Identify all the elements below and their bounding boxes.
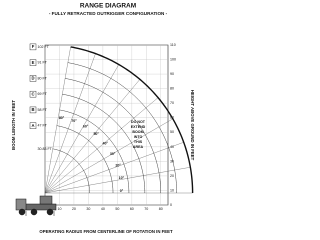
x-tick-label: 80: [159, 207, 163, 211]
angle-line: [44, 167, 191, 194]
boom-arc: [70, 46, 194, 194]
subtitle: - FULLY RETRACTED OUTRIGGER CONFIGURATIO…: [49, 11, 168, 16]
boom-letter: C: [31, 91, 34, 96]
y-tick-label: 20: [170, 174, 174, 178]
angle-line: [44, 142, 184, 194]
x-tick-label: 50: [115, 207, 119, 211]
angle-label: 10°: [119, 176, 125, 180]
boom-letter: E: [32, 60, 35, 65]
left-axis-label: BOOM LENGTH IN FEET: [11, 100, 16, 150]
boom-length-label: 30.83 FT: [38, 147, 53, 151]
angle-label: 80°: [59, 116, 65, 120]
boom-letter-box: [29, 90, 37, 98]
title: RANGE DIAGRAM: [80, 3, 136, 10]
y-tick-label: 70: [170, 101, 174, 105]
y-tick-label: 90: [170, 72, 174, 76]
boom-letter: A: [31, 123, 34, 128]
boom-arc: [52, 148, 90, 193]
bottom-axis-label: OPERATING RADIUS FROM CENTERLINE OF ROTA…: [39, 229, 173, 234]
angle-label: 20°: [115, 164, 121, 168]
y-tick-label: 100: [170, 57, 176, 61]
boom-letter-box: [29, 75, 37, 82]
y-tick-label: 50: [170, 130, 174, 134]
boom-length-label: 91 FT: [38, 61, 48, 65]
y-tick-label: 0: [170, 203, 172, 207]
boom-length-label: 58 FT: [38, 108, 48, 112]
y-tick-label: 10: [170, 188, 174, 192]
boom-arc: [59, 109, 130, 194]
angle-label: 70°: [71, 119, 77, 123]
angle-line: [44, 97, 159, 194]
boom-length-label: 102 FT: [38, 45, 50, 49]
boom-letter-box: [29, 106, 37, 114]
angle-label: 0°: [120, 189, 124, 193]
boom-letter: F: [32, 44, 35, 49]
y-tick-label: 40: [170, 145, 174, 149]
angle-line: [44, 46, 71, 194]
right-axis-label: HEIGHT ABOVE GROUND IN FEET: [190, 90, 195, 161]
warning-text: INTO: [134, 135, 143, 139]
x-tick-label: 20: [72, 207, 76, 211]
angle-label: 60°: [83, 125, 89, 129]
warning-text: DO NOT: [131, 120, 146, 124]
boom-letter-box: [29, 59, 37, 66]
angle-line: [44, 53, 96, 194]
boom-letter: D: [31, 76, 34, 81]
boom-arc: [56, 125, 114, 194]
boom-arc: [65, 78, 161, 194]
angle-label: 30°: [110, 152, 116, 156]
angle-line: [44, 64, 119, 194]
range-diagram: RANGE DIAGRAM - FULLY RETRACTED OUTRIGGE…: [11, 3, 195, 234]
boom-length-label: 47 FT: [38, 124, 48, 128]
warning-text: AREA: [133, 145, 144, 149]
x-tick-label: 10: [57, 207, 61, 211]
boom-arc: [62, 93, 146, 194]
boom-arc: [67, 62, 177, 194]
crane-truck: [15, 195, 57, 216]
x-tick-label: 30: [86, 207, 90, 211]
x-tick-label: 70: [144, 207, 148, 211]
x-tick-label: 60: [130, 207, 134, 211]
warning-text: EXTEND: [131, 125, 146, 129]
angle-label: 40°: [103, 141, 109, 145]
boom-length-label: 80 FT: [38, 76, 48, 80]
warning-text: BOOM: [132, 130, 143, 134]
boom-letter-box: [29, 122, 37, 129]
angle-line: [44, 79, 141, 194]
warning-text: THIS: [134, 140, 143, 144]
y-tick-label: 80: [170, 87, 174, 91]
boom-length-label: 69 FT: [38, 92, 48, 96]
angle-label: 50°: [93, 132, 99, 136]
y-tick-label: 110: [170, 43, 176, 47]
x-tick-label: 40: [101, 207, 105, 211]
y-tick-label: 30: [170, 159, 174, 163]
angle-line: [44, 118, 173, 194]
boom-letter: B: [31, 107, 34, 112]
plot-frame: [44, 44, 169, 206]
boom-letter-box: [29, 43, 37, 51]
